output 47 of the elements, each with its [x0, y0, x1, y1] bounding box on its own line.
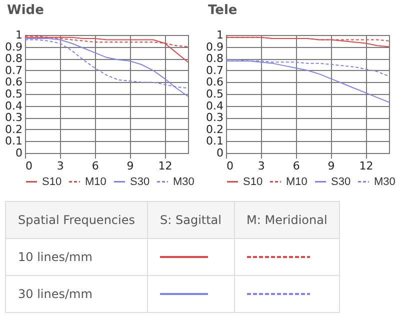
- y-tick-label: 0.6: [5, 76, 22, 89]
- x-tick-label: 0: [226, 160, 234, 172]
- y-tick-label: 0.2: [5, 122, 22, 136]
- y-tick-label: 0.9: [5, 40, 22, 54]
- category-label: M: Meridional: [234, 202, 340, 238]
- category-label: S: Sagittal: [148, 202, 234, 238]
- category-label: 10 lines/mm: [18, 250, 92, 264]
- y-tick-label: 1: [16, 28, 22, 42]
- y-tick-label: 0.5: [5, 88, 22, 100]
- y-tick-label: 1: [216, 28, 224, 42]
- y-tick-label: 0.6: [206, 76, 224, 89]
- category-label: Spatial Frequencies: [6, 202, 148, 238]
- legend-label: S10: [42, 176, 62, 188]
- x-tick-label: 6: [292, 160, 300, 172]
- category-label: 30 lines/mm: [18, 287, 92, 301]
- y-tick-label: 0.4: [206, 99, 224, 112]
- x-tick-label: 9: [126, 160, 134, 172]
- y-tick-label: 0.5: [206, 88, 224, 100]
- x-tick-label: 0: [26, 160, 32, 172]
- y-tick-label: 0.8: [5, 52, 22, 66]
- x-tick-label: 9: [328, 160, 335, 172]
- legend-label: S30: [331, 176, 351, 188]
- x-tick-label: 12: [359, 160, 374, 172]
- x-tick-label: 6: [92, 160, 99, 172]
- x-tick-label: 3: [258, 160, 265, 172]
- y-tick-label: 0: [16, 146, 22, 160]
- y-tick-label: 0.3: [206, 111, 224, 124]
- legend-label: M30: [374, 176, 396, 188]
- legend-label: S30: [130, 176, 150, 188]
- y-tick-label: 0.2: [206, 122, 224, 136]
- legend-label: M30: [173, 176, 194, 188]
- y-tick-label: 0.9: [206, 40, 224, 54]
- legend-label: M10: [85, 176, 106, 188]
- y-tick-label: 0.3: [5, 111, 22, 124]
- chart-title: Wide: [7, 3, 44, 18]
- x-tick-label: 12: [158, 160, 172, 172]
- y-tick-label: 0: [216, 146, 224, 160]
- y-tick-label: 0.1: [5, 134, 22, 148]
- y-tick-label: 0.7: [5, 64, 22, 77]
- chart-title: Tele: [208, 3, 238, 18]
- y-tick-label: 0.1: [206, 134, 224, 148]
- x-tick-label: 3: [56, 160, 64, 172]
- legend-label: S10: [243, 176, 263, 188]
- y-tick-label: 0.8: [206, 52, 224, 66]
- y-tick-label: 0.4: [5, 99, 22, 112]
- legend-label: M10: [286, 176, 308, 188]
- y-tick-label: 0.7: [206, 64, 224, 77]
